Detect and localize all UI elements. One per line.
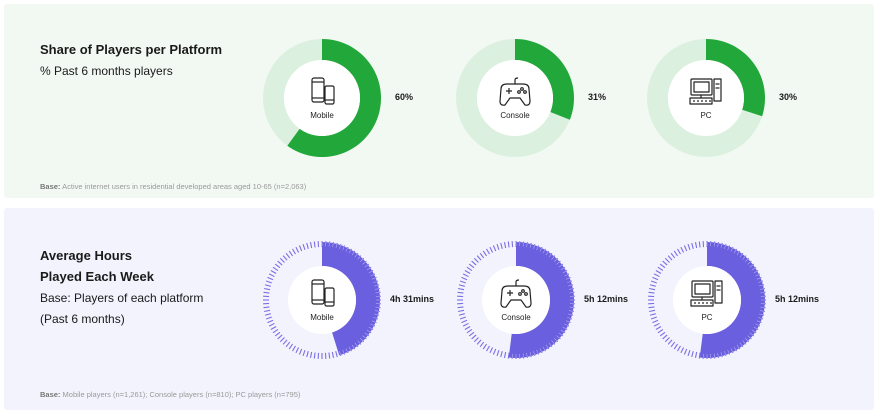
hours-base-text: Mobile players (n=1,261); Console player… xyxy=(62,390,301,399)
value-arc-mobile xyxy=(322,242,380,356)
share-subtitle: % Past 6 months players xyxy=(40,64,173,78)
hours-donut-mobile: Mobile xyxy=(247,225,397,375)
desktop-pc-icon xyxy=(690,280,723,307)
value-label-mobile: 60% xyxy=(395,92,414,102)
value-label-pc: 30% xyxy=(779,92,798,102)
hours-title-line1: Average Hours xyxy=(40,248,132,263)
hours-base-note: Base: Mobile players (n=1,261); Console … xyxy=(40,390,300,399)
share-donut-pc: PC xyxy=(631,23,781,173)
share-base-label: Base: xyxy=(40,182,61,191)
mobile-phones-icon xyxy=(311,279,335,307)
gamepad-icon xyxy=(500,279,532,308)
hours-subtitle-line2: (Past 6 months) xyxy=(40,312,125,326)
share-base-text: Active internet users in residential dev… xyxy=(62,182,307,191)
value-label-console: 31% xyxy=(588,92,607,102)
share-donut-console: Console xyxy=(440,23,590,173)
category-label-pc: PC xyxy=(700,111,711,120)
hours-donut-pc: PC xyxy=(632,225,782,375)
hours-title-line2: Played Each Week xyxy=(40,269,154,284)
value-arc-pc xyxy=(699,242,766,358)
value-label-pc: 5h 12mins xyxy=(775,294,820,304)
category-label-mobile: Mobile xyxy=(310,313,334,322)
mobile-phones-icon xyxy=(311,77,335,105)
category-label-mobile: Mobile xyxy=(310,111,334,120)
hours-donut-console: Console xyxy=(441,225,591,375)
category-label-pc: PC xyxy=(701,313,712,322)
gamepad-icon xyxy=(499,77,531,106)
desktop-pc-icon xyxy=(689,78,722,105)
share-title: Share of Players per Platform xyxy=(40,42,223,57)
category-label-console: Console xyxy=(500,111,530,120)
value-arc-console xyxy=(515,39,574,120)
category-label-console: Console xyxy=(501,313,531,322)
value-label-console: 5h 12mins xyxy=(584,294,629,304)
share-base-note: Base: Active internet users in residenti… xyxy=(40,182,306,191)
share-donut-mobile: Mobile xyxy=(247,23,397,173)
value-arc-console xyxy=(508,242,575,358)
hours-base-label: Base: xyxy=(40,390,61,399)
value-arc-mobile xyxy=(287,39,381,157)
hours-subtitle-line1: Base: Players of each platform xyxy=(40,291,204,305)
value-arc-pc xyxy=(706,39,765,117)
value-label-mobile: 4h 31mins xyxy=(390,294,435,304)
